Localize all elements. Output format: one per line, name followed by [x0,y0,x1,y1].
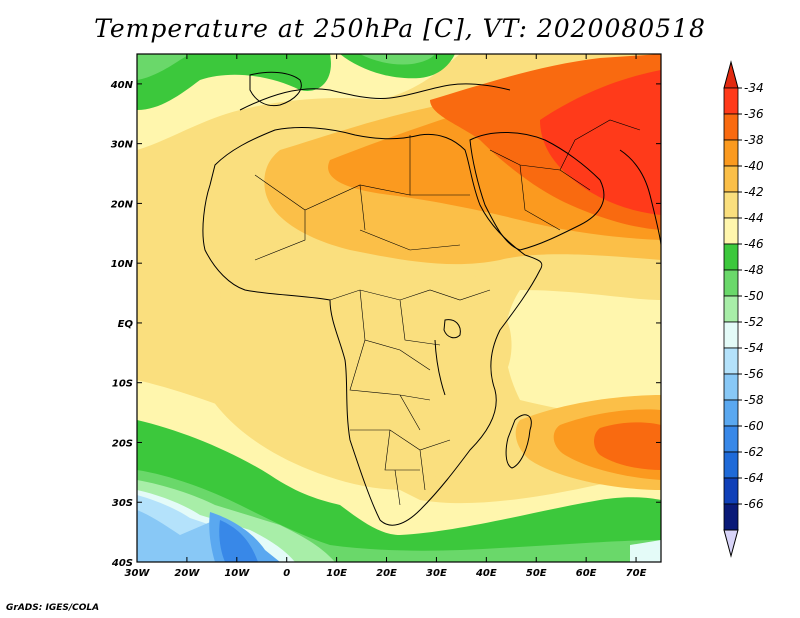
lat-tick-label: 40N [110,80,134,91]
colorbar-label: -58 [744,393,764,407]
lon-tick-label: 60E [576,568,597,579]
colorbar-swatch [723,321,739,349]
colorbar-label: -44 [744,211,764,225]
lon-tick-label: 40E [475,568,497,579]
iberia-coast [249,71,302,107]
colorbar-swatch [723,425,739,453]
colorbar-label: -56 [744,367,764,381]
colorbar-label: -54 [744,341,764,355]
colorbar-swatch [723,295,739,323]
lat-tick-label: 10S [112,379,133,390]
border-lines-north [254,135,470,261]
field-band-46-nw [137,54,331,110]
colorbar-label: -50 [744,289,764,303]
field-band-42-sw [200,380,460,490]
madagascar [505,414,532,469]
map-title: Temperature at 250hPa [C], VT: 202008051… [94,14,706,43]
grads-credit: GrADS: IGES/COLA [6,603,100,613]
colorbar-swatch [723,477,739,505]
colorbar-label: -40 [744,159,764,173]
lat-tick-label: 10N [111,259,134,270]
colorbar-label: -64 [744,471,764,485]
colorbar-label: -34 [744,81,764,95]
lon-tick-label: 30W [125,568,151,579]
border-lines-arabia [489,119,641,231]
colorbar-swatch [723,113,739,141]
africa-coastline [202,127,543,526]
lat-tick-label: 40S [111,558,133,569]
colorbar-swatch [723,269,739,297]
colorbar-label: -62 [744,445,764,459]
arabia-coastline [469,132,605,251]
colorbar-label: -36 [744,107,764,121]
lat-tick-label: 20S [112,438,133,449]
lon-tick-label: 10W [224,568,250,579]
lat-tick-label: 20N [111,199,134,210]
lat-tick-label: 30N [111,140,134,151]
colorbar-label: -42 [744,185,764,199]
colorbar-bottom-arrow [723,529,739,558]
plot-frame [136,53,662,563]
border-lines-south [350,429,451,506]
latitude-axis: 40S 30S 20S 10S EQ 10N 20N 30N 40N [110,80,661,569]
colorbar-label: -46 [744,237,764,251]
colorbar-label: -60 [744,419,764,433]
colorbar-label: -52 [744,315,764,329]
field-band-48-nw [137,54,190,80]
lake-victoria [443,319,461,339]
field-band-36-se [594,422,661,470]
colorbar-swatch [723,191,739,219]
colorbar-swatch [723,139,739,167]
lon-tick-label: 20E [376,568,397,579]
mediterranean-coast [239,83,511,111]
colorbar-label: -38 [744,133,764,147]
lon-tick-label: 0 [283,568,290,579]
border-lines-central [329,289,491,431]
lon-tick-label: 30E [426,568,447,579]
field-band-44-north [137,54,460,150]
lat-tick-label: EQ [118,319,134,330]
field-band-48-north [360,54,435,65]
colorbar-swatch [723,399,739,427]
colorbar-top-arrow [723,60,739,89]
field-band-42 [220,231,512,433]
lat-tick-label: 30S [112,498,133,509]
colorbar-swatch [723,243,739,271]
colorbar-label: -48 [744,263,764,277]
colorbar-label: -66 [744,497,764,511]
country-borders [254,119,641,506]
colorbar-swatch [723,451,739,479]
field-band-44-east [505,290,661,420]
india-coast [619,149,661,246]
lon-tick-label: 20W [174,568,200,579]
colorbar: -34 -36 -38 -40 -42 -44 -46 -48 -50 -52 -54 -56 -58 -… [723,60,764,558]
lake-tanganyika [434,339,446,396]
field-band-52-se [630,540,661,562]
longitude-axis: 30W 20W 10W 0 10E 20E 30E 40E 50E 60E 70E [125,54,647,579]
colorbar-swatch [723,165,739,193]
colorbar-swatch [723,87,739,115]
temperature-field [137,54,661,562]
colorbar-swatch [723,347,739,375]
lon-tick-label: 70E [626,568,647,579]
colorbar-swatch [723,217,739,245]
colorbar-swatch [723,373,739,401]
field-band-34 [540,70,661,215]
coastlines [202,71,661,526]
field-band-60-south [219,520,258,562]
lon-tick-label: 50E [526,568,547,579]
lon-tick-label: 10E [326,568,347,579]
colorbar-swatch [723,503,739,531]
